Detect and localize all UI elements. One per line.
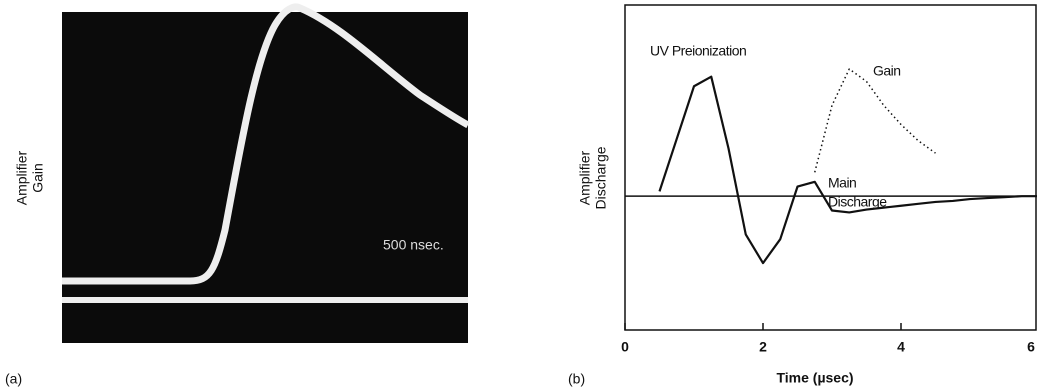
y-axis-label: Discharge	[593, 146, 609, 209]
scope-screen	[62, 12, 468, 343]
panel-label: (a)	[5, 371, 22, 387]
figure: AmplifierGain500 nsec.(a)0246UV Preioniz…	[0, 0, 1037, 390]
y-axis-label: Amplifier	[577, 150, 593, 205]
panel-label: (b)	[568, 371, 585, 387]
scope-annotation: 500 nsec.	[383, 237, 444, 253]
annotation: Gain	[873, 63, 901, 79]
annotation: Discharge	[828, 194, 887, 210]
x-tick-label: 4	[897, 339, 905, 355]
annotation: UV Preionization	[650, 43, 746, 59]
y-axis-label: Amplifier	[14, 150, 30, 205]
x-tick-label: 2	[759, 339, 767, 355]
series-line	[815, 69, 936, 172]
annotation: Main	[828, 175, 856, 191]
x-axis-label: Time (µsec)	[776, 370, 853, 386]
x-tick-label: 0	[621, 339, 629, 355]
x-tick-label: 6	[1027, 339, 1035, 355]
y-axis-label: Gain	[30, 163, 46, 193]
series-line	[660, 77, 1037, 263]
